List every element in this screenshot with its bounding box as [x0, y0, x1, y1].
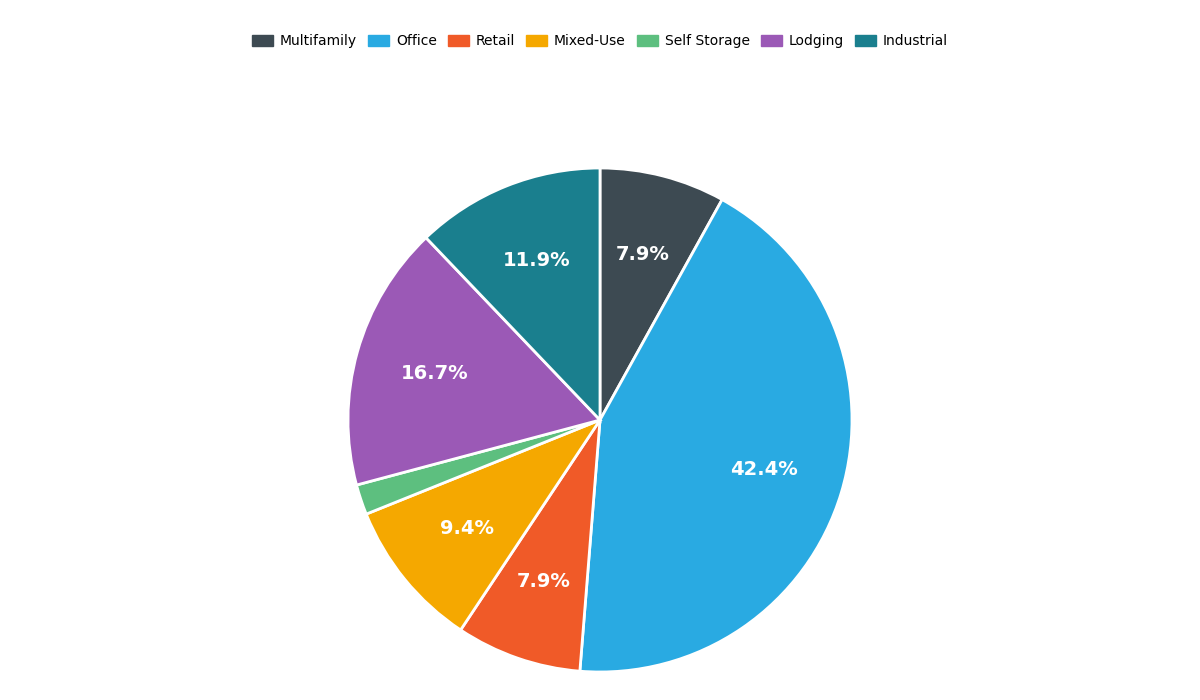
Wedge shape	[461, 420, 600, 671]
Wedge shape	[580, 199, 852, 672]
Wedge shape	[600, 168, 722, 420]
Text: 16.7%: 16.7%	[401, 364, 469, 383]
Wedge shape	[356, 420, 600, 514]
Text: 42.4%: 42.4%	[730, 460, 798, 479]
Text: 7.9%: 7.9%	[616, 244, 670, 264]
Text: 11.9%: 11.9%	[503, 251, 570, 270]
Legend: Multifamily, Office, Retail, Mixed-Use, Self Storage, Lodging, Industrial: Multifamily, Office, Retail, Mixed-Use, …	[248, 30, 952, 52]
Wedge shape	[426, 168, 600, 420]
Text: 7.9%: 7.9%	[517, 573, 571, 591]
Text: 9.4%: 9.4%	[440, 519, 494, 538]
Wedge shape	[348, 238, 600, 485]
Wedge shape	[366, 420, 600, 630]
